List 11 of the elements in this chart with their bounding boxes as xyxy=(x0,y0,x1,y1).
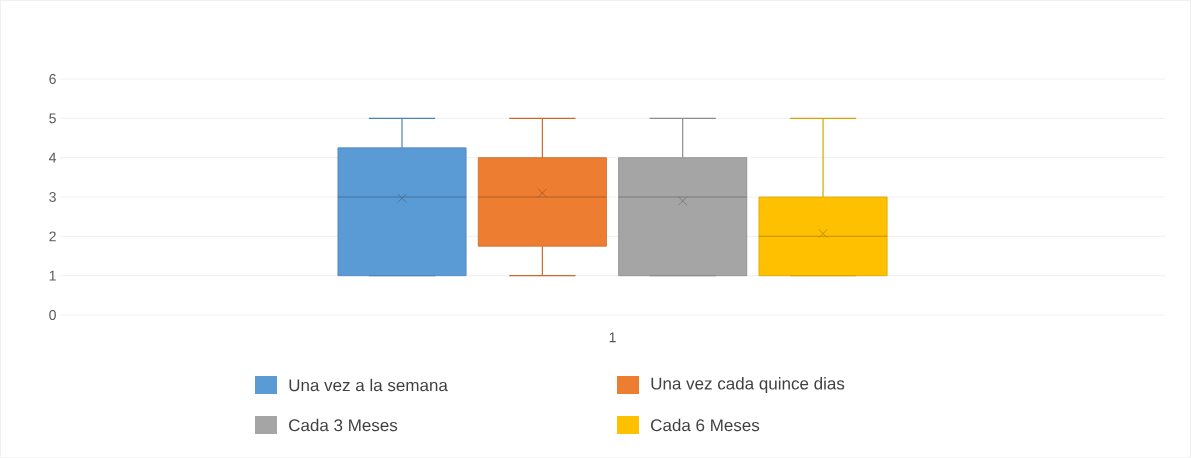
y-tick-label: 3 xyxy=(49,192,56,202)
y-tick-label: 0 xyxy=(49,310,56,320)
y-tick-label: 6 xyxy=(49,74,56,84)
y-tick-label: 4 xyxy=(49,152,57,163)
legend-label: Cada 3 Meses xyxy=(289,418,398,432)
y-tick-label: 1 xyxy=(49,270,56,281)
y-tick-label: 5 xyxy=(49,113,56,124)
y-tick-label: 2 xyxy=(49,231,56,242)
legend-label: Una vez cada quince dias xyxy=(651,377,845,393)
legend-label: Cada 6 Meses xyxy=(651,418,760,432)
legend-label: Una vez a la semana xyxy=(289,378,448,392)
